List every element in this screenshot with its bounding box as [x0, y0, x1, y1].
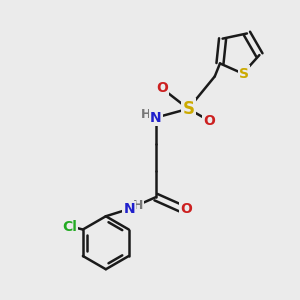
Text: S: S — [239, 67, 249, 81]
Text: N: N — [124, 202, 135, 216]
Text: H: H — [133, 199, 143, 212]
Text: O: O — [180, 202, 192, 216]
Text: Cl: Cl — [62, 220, 77, 234]
Text: N: N — [150, 111, 162, 124]
Text: H: H — [140, 108, 151, 121]
Text: S: S — [182, 100, 194, 118]
Text: O: O — [156, 81, 168, 95]
Text: O: O — [203, 114, 215, 128]
